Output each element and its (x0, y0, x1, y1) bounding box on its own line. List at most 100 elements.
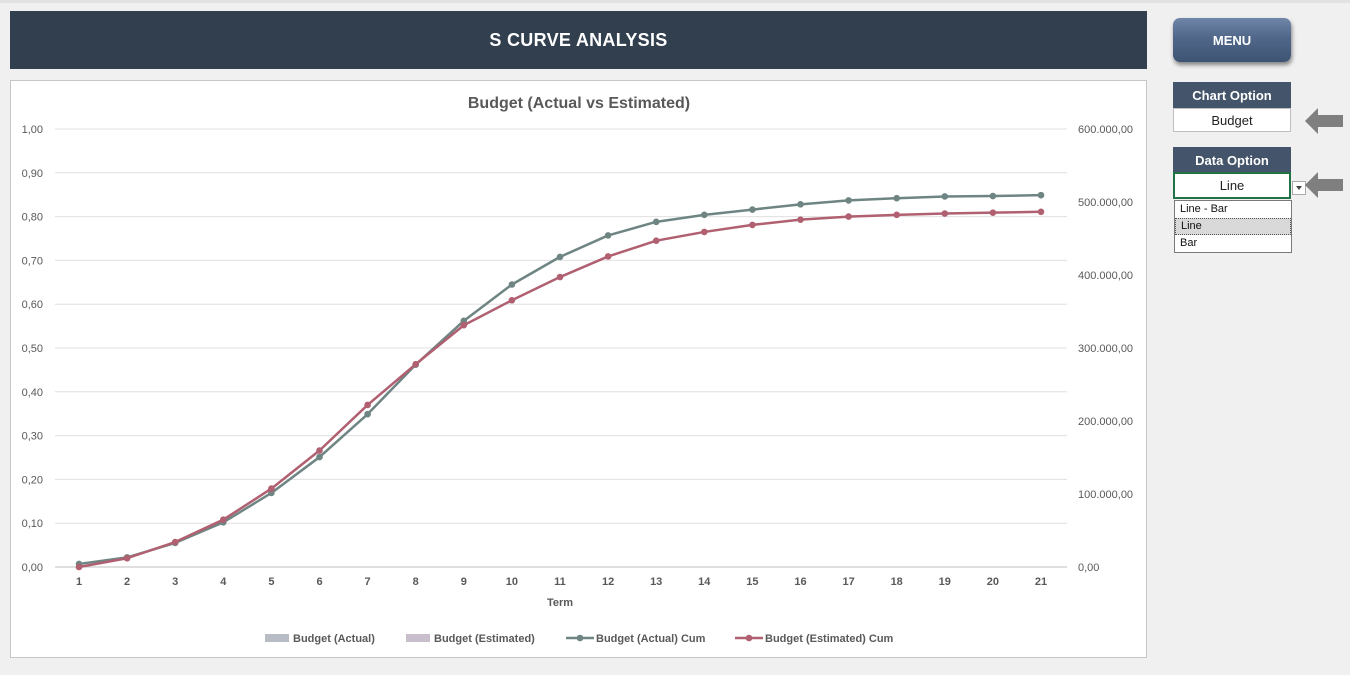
legend-swatch (406, 634, 430, 642)
x-tick-label: 2 (124, 576, 130, 588)
x-tick-label: 3 (172, 576, 178, 588)
x-axis-label: Term (547, 597, 573, 609)
data-point (893, 194, 900, 202)
x-tick-label: 1 (76, 576, 82, 588)
dropdown-option[interactable]: Bar (1180, 237, 1198, 249)
data-point (797, 201, 804, 208)
y2-tick-label: 300.000,00 (1078, 343, 1133, 355)
legend-label: Budget (Estimated) Cum (765, 633, 894, 645)
data-point (749, 221, 756, 229)
dropdown-option[interactable]: Line - Bar (1180, 203, 1228, 215)
x-tick-label: 11 (554, 576, 566, 588)
x-tick-label: 5 (268, 576, 274, 588)
x-tick-label: 20 (987, 576, 999, 588)
x-tick-label: 10 (506, 576, 518, 588)
x-tick-label: 13 (650, 576, 662, 588)
data-point (989, 209, 997, 216)
data-point (989, 192, 997, 200)
data-point (556, 273, 564, 281)
data-point (364, 401, 371, 409)
x-tick-label: 8 (413, 576, 419, 588)
y-tick-label: 0,90 (22, 168, 43, 180)
data-point (412, 360, 420, 368)
x-tick-label: 14 (698, 576, 711, 588)
x-tick-label: 21 (1035, 576, 1047, 588)
chart-panel: Budget (Actual vs Estimated) Term 0,00 0,… (10, 80, 1147, 658)
legend-label: Budget (Estimated) (434, 633, 535, 645)
data-point (75, 563, 83, 571)
data-point (1037, 208, 1045, 216)
chevron-down-icon (1296, 186, 1302, 190)
x-tick-label: 9 (461, 576, 467, 588)
data-option-dropdown-list: Line - Bar Line Bar (1174, 200, 1292, 253)
data-point (701, 228, 708, 236)
data-point (941, 193, 949, 200)
legend-swatch (265, 634, 289, 642)
x-tick-label: 7 (365, 576, 371, 588)
y2-tick-label: 100.000,00 (1078, 489, 1133, 501)
y-tick-label: 0,00 (22, 562, 43, 574)
data-point (604, 232, 612, 239)
data-point (893, 211, 900, 219)
y2-tick-label: 600.000,00 (1078, 124, 1133, 136)
data-point (460, 321, 468, 329)
x-tick-label: 19 (939, 576, 951, 588)
chart-option-value[interactable]: Budget (1173, 108, 1291, 132)
data-point (652, 218, 660, 226)
y-tick-label: 0,80 (22, 212, 43, 224)
y-tick-label: 1,00 (22, 124, 43, 136)
data-option-header: Data Option (1173, 147, 1291, 173)
data-point (1037, 191, 1045, 199)
y-tick-label: 0,50 (22, 343, 43, 355)
dropdown-button[interactable] (1292, 181, 1306, 195)
x-tick-label: 12 (602, 576, 614, 588)
y-tick-label: 0,40 (22, 387, 43, 399)
data-point (316, 447, 323, 454)
series-line (78, 210, 1042, 569)
x-tick-label: 16 (794, 576, 806, 588)
data-point (364, 410, 371, 418)
data-point (171, 538, 179, 546)
y2-tick-label: 0,00 (1078, 562, 1099, 574)
data-point (316, 453, 323, 461)
legend-marker (745, 634, 753, 642)
data-point (941, 210, 949, 217)
data-point (556, 253, 564, 261)
data-point (220, 516, 227, 523)
x-tick-label: 4 (220, 576, 227, 588)
data-point (604, 253, 612, 260)
legend-label: Budget (Actual) (293, 633, 375, 645)
data-point (845, 213, 852, 220)
y-tick-label: 0,20 (22, 474, 43, 486)
y-tick-label: 0,30 (22, 431, 43, 443)
legend-label: Budget (Actual) Cum (596, 633, 706, 645)
s-curve-chart: Budget (Actual vs Estimated) Term 0,00 0,… (22, 95, 1133, 645)
data-option-cell[interactable]: Line (1173, 172, 1291, 199)
page-title: S CURVE ANALYSIS (10, 11, 1147, 69)
left-arrow-icon (1305, 172, 1343, 198)
chart-option-header: Chart Option (1173, 82, 1291, 108)
series-line (78, 193, 1042, 566)
x-tick-label: 15 (746, 576, 758, 588)
y2-tick-label: 200.000,00 (1078, 416, 1133, 428)
data-point (701, 211, 708, 219)
menu-button[interactable]: MENU (1173, 18, 1291, 62)
y-tick-label: 0,60 (22, 299, 43, 311)
dropdown-option[interactable]: Line (1175, 218, 1291, 235)
data-point (508, 281, 516, 288)
data-point (797, 216, 804, 223)
x-tick-label: 6 (316, 576, 322, 588)
data-point (268, 485, 275, 492)
data-point (652, 237, 660, 244)
data-point (123, 554, 131, 562)
x-tick-label: 17 (842, 576, 854, 588)
y2-tick-label: 500.000,00 (1078, 197, 1133, 209)
y-tick-label: 0,70 (22, 255, 43, 267)
top-divider (0, 0, 1350, 3)
x-tick-label: 18 (891, 576, 903, 588)
left-arrow-icon (1305, 108, 1343, 134)
data-point (845, 197, 852, 204)
data-point (749, 206, 756, 213)
y2-tick-label: 400.000,00 (1078, 270, 1133, 282)
data-point (508, 296, 516, 304)
